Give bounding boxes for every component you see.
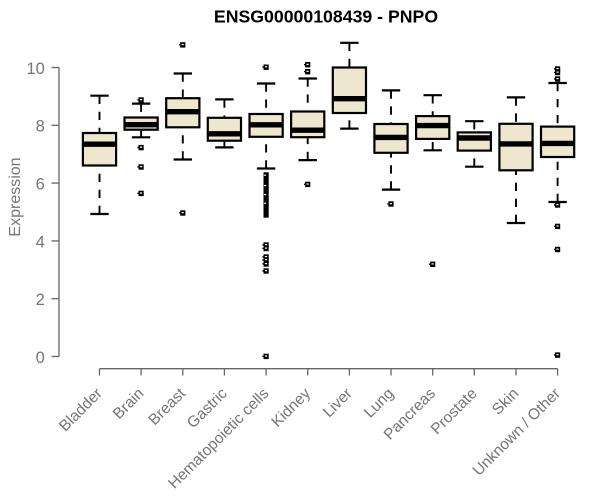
svg-text:0: 0 — [36, 349, 45, 367]
svg-text:ENSG00000108439 - PNPO: ENSG00000108439 - PNPO — [214, 7, 438, 27]
svg-text:8: 8 — [36, 118, 45, 136]
svg-text:10: 10 — [26, 60, 44, 78]
svg-text:2: 2 — [36, 291, 45, 309]
svg-text:6: 6 — [36, 176, 45, 194]
svg-text:Expression: Expression — [7, 157, 24, 236]
svg-text:4: 4 — [36, 233, 45, 251]
